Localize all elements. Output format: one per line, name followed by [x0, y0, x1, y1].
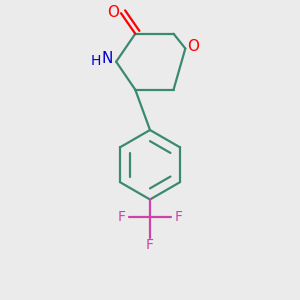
Text: H: H: [91, 54, 101, 68]
Text: F: F: [175, 210, 183, 224]
Text: F: F: [146, 238, 154, 252]
Text: F: F: [117, 210, 125, 224]
Text: O: O: [188, 40, 200, 55]
Text: O: O: [107, 5, 119, 20]
Text: N: N: [102, 51, 113, 66]
